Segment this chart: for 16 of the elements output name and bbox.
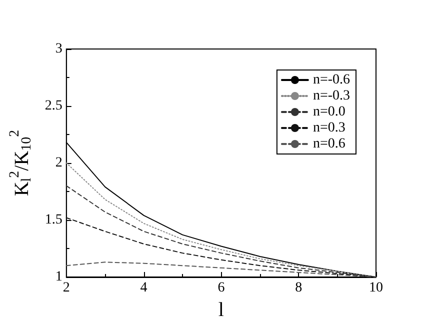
- x-tick-label: 4: [140, 280, 148, 296]
- x-tick-label: 6: [218, 280, 225, 296]
- y-tick-label: 1.5: [44, 212, 62, 228]
- legend-label: n=0.6: [312, 136, 346, 152]
- legend-label: n=0.0: [312, 104, 346, 120]
- y-tick-label: 2: [55, 156, 62, 170]
- legend-label: n=0.3: [312, 120, 346, 136]
- legend-label: n=-0.3: [312, 88, 350, 104]
- y-tick-label: 3: [55, 42, 62, 56]
- x-tick-label: 8: [295, 280, 302, 296]
- y-tick-label: 1: [55, 270, 62, 284]
- x-axis-title: l: [218, 298, 224, 321]
- y-axis-title: Kl2/K102: [8, 130, 34, 196]
- x-tick-label: 10: [369, 280, 383, 296]
- legend-label: n=-0.6: [312, 72, 350, 88]
- y-tick-label: 2.5: [44, 98, 62, 114]
